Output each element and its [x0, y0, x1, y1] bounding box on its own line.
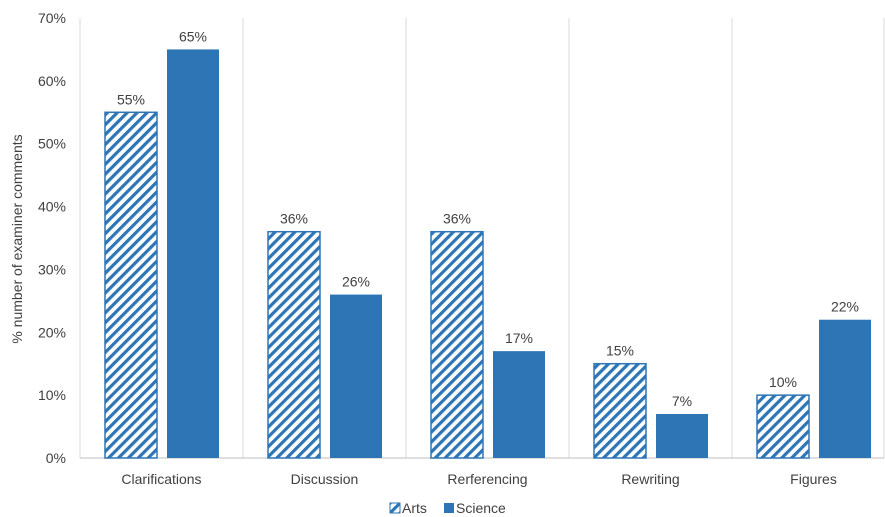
x-tick-label: Figures: [790, 471, 837, 487]
y-tick-label: 50%: [38, 136, 66, 152]
x-tick-label: Discussion: [291, 471, 359, 487]
y-tick-label: 20%: [38, 324, 66, 340]
data-label: 7%: [672, 393, 692, 409]
y-tick-label: 60%: [38, 73, 66, 89]
legend-swatch-science: [444, 503, 454, 513]
bar-arts-figures: [756, 394, 810, 459]
y-tick-label: 0%: [46, 450, 66, 466]
bar-arts-rerferencing: [430, 230, 484, 459]
x-tick-label: Rewriting: [621, 471, 679, 487]
y-tick-label: 40%: [38, 199, 66, 215]
bar-science-rewriting: [656, 414, 708, 458]
bar-arts-discussion: [267, 230, 321, 459]
data-label: 65%: [179, 28, 207, 44]
x-tick-label: Clarifications: [121, 471, 201, 487]
data-label: 36%: [443, 211, 471, 227]
bar-science-discussion: [330, 294, 382, 458]
data-label: 10%: [769, 374, 797, 390]
data-label: 36%: [280, 211, 308, 227]
data-label: 15%: [606, 343, 634, 359]
bar-arts-clarifications: [104, 111, 158, 459]
y-tick-label: 10%: [38, 387, 66, 403]
legend-label-science: Science: [456, 500, 506, 516]
y-tick-label: 30%: [38, 261, 66, 277]
data-label: 55%: [117, 91, 145, 107]
legend-swatch-arts: [389, 502, 401, 514]
data-label: 17%: [505, 330, 533, 346]
y-tick-label: 70%: [38, 10, 66, 26]
bar-science-rerferencing: [493, 351, 545, 458]
y-axis-title: % number of examiner comments: [9, 134, 25, 343]
data-label: 26%: [342, 274, 370, 290]
legend: Arts Science: [389, 500, 506, 516]
bar-science-clarifications: [167, 49, 219, 459]
legend-label-arts: Arts: [402, 500, 427, 516]
bar-arts-rewriting: [593, 362, 647, 459]
x-tick-label: Rerferencing: [447, 471, 527, 487]
data-label: 22%: [831, 299, 859, 315]
bar-science-figures: [819, 319, 871, 458]
